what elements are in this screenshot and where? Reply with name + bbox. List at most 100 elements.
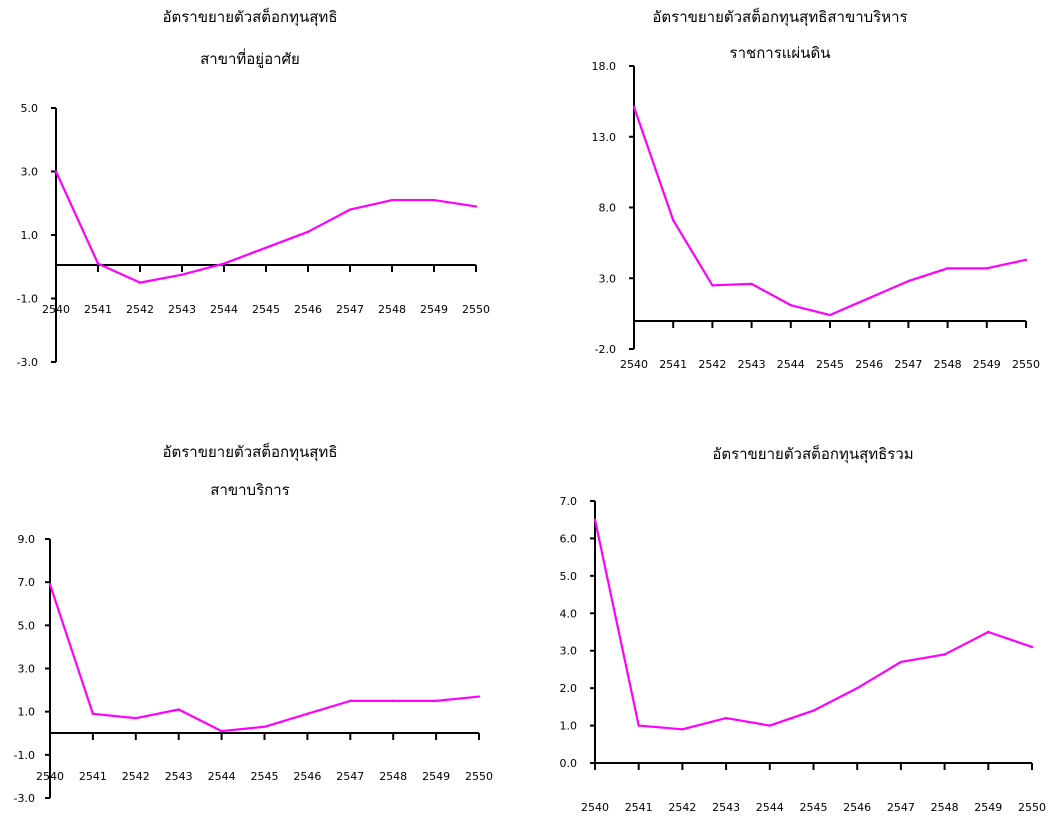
x-tick-label: 2542 bbox=[122, 770, 150, 783]
y-tick-label: 6.0 bbox=[560, 532, 578, 545]
data-point bbox=[134, 716, 137, 720]
chart-1: อัตราขยายตัวสต็อกทุนสุทธิสาขาที่อยู่อาศั… bbox=[17, 7, 490, 369]
y-tick-label: 3.0 bbox=[21, 166, 39, 179]
data-point bbox=[263, 725, 266, 728]
x-tick-label: 2545 bbox=[251, 770, 279, 783]
data-point bbox=[637, 724, 640, 727]
chart-title: ราชการแผ่นดิน bbox=[730, 44, 831, 62]
x-tick-label: 2544 bbox=[210, 303, 238, 316]
x-tick-label: 2543 bbox=[738, 358, 766, 371]
y-tick-label: 7.0 bbox=[18, 576, 36, 589]
x-tick-label: 2550 bbox=[1012, 358, 1040, 371]
data-point bbox=[856, 686, 859, 690]
x-tick-label: 2542 bbox=[126, 303, 154, 316]
x-tick-label: 2548 bbox=[931, 801, 959, 814]
data-point bbox=[1024, 258, 1028, 262]
data-point bbox=[812, 709, 815, 712]
x-tick-label: 2543 bbox=[712, 801, 740, 814]
data-point bbox=[138, 281, 142, 284]
y-tick-label: 3.0 bbox=[18, 663, 36, 676]
chart-3: อัตราขยายตัวสต็อกทุนสุทธิสาขาบริการ 9.0 7.… bbox=[14, 442, 493, 805]
data-point bbox=[985, 267, 988, 270]
y-tick-label: 5.0 bbox=[21, 102, 39, 115]
data-point bbox=[750, 282, 753, 286]
y-tick-label: 1.0 bbox=[560, 720, 578, 733]
series-line bbox=[593, 519, 1033, 731]
data-point bbox=[306, 712, 309, 716]
y-tick-label: 2.0 bbox=[560, 682, 578, 695]
data-point bbox=[868, 296, 871, 300]
data-point bbox=[474, 205, 478, 208]
chart-title: อัตราขยายตัวสต็อกทุนสุทธิ bbox=[163, 7, 338, 27]
x-tick-label: 2543 bbox=[165, 770, 193, 783]
x-tick-label: 2549 bbox=[974, 801, 1002, 814]
data-point bbox=[349, 699, 352, 703]
data-point bbox=[943, 653, 946, 656]
y-tick-label: 4.0 bbox=[560, 607, 578, 620]
x-tick-label: 2549 bbox=[973, 358, 1001, 371]
data-point bbox=[220, 729, 223, 733]
y-tick-label: 5.0 bbox=[18, 619, 36, 632]
data-point bbox=[899, 660, 903, 664]
x-tick-label: 2550 bbox=[462, 303, 490, 316]
x-tick-label: 2549 bbox=[420, 303, 448, 316]
x-tick-label: 2549 bbox=[422, 770, 450, 783]
series-line bbox=[632, 106, 1027, 317]
y-tick-label: 7.0 bbox=[560, 495, 578, 508]
data-point bbox=[768, 724, 771, 727]
x-tick-label: 2547 bbox=[887, 801, 915, 814]
y-tick-label: -2.0 bbox=[595, 343, 616, 356]
y-tick-label: 5.0 bbox=[560, 570, 578, 583]
data-point bbox=[390, 198, 394, 202]
x-tick-label: 2541 bbox=[84, 303, 112, 316]
y-tick-label: -3.0 bbox=[14, 792, 35, 805]
data-point bbox=[632, 105, 636, 109]
x-tick-label: 2546 bbox=[843, 801, 871, 814]
y-tick-label: 1.0 bbox=[21, 229, 39, 242]
x-tick-label: 2547 bbox=[336, 303, 364, 316]
data-point bbox=[477, 695, 481, 698]
y-tick-label: -1.0 bbox=[17, 293, 38, 306]
data-point bbox=[672, 219, 675, 222]
data-point bbox=[828, 313, 832, 317]
x-tick-label: 2548 bbox=[379, 770, 407, 783]
data-point bbox=[681, 728, 684, 731]
data-point bbox=[54, 170, 58, 173]
x-tick-label: 2550 bbox=[465, 770, 493, 783]
data-point bbox=[789, 303, 792, 307]
y-tick-label: 8.0 bbox=[599, 202, 617, 215]
chart-title: อัตราขยายตัวสต็อกทุนสุทธิสาขาบริหาร bbox=[652, 7, 907, 27]
x-tick-label: 2548 bbox=[378, 303, 406, 316]
y-tick-label: 13.0 bbox=[592, 131, 617, 144]
data-point bbox=[593, 518, 597, 521]
data-point bbox=[348, 208, 352, 211]
x-tick-label: 2541 bbox=[659, 358, 687, 371]
data-point bbox=[711, 284, 714, 287]
data-point bbox=[264, 246, 268, 249]
x-tick-label: 2540 bbox=[581, 801, 609, 814]
y-tick-label: -3.0 bbox=[17, 356, 38, 369]
data-point bbox=[946, 267, 949, 270]
series-line bbox=[48, 583, 480, 733]
y-tick-label: 9.0 bbox=[18, 533, 36, 546]
data-point bbox=[222, 262, 226, 265]
data-point bbox=[1030, 645, 1034, 649]
y-tick-label: 3.0 bbox=[560, 645, 578, 658]
x-tick-label: 2544 bbox=[777, 358, 805, 371]
data-point bbox=[96, 262, 100, 265]
x-tick-label: 2544 bbox=[756, 801, 784, 814]
x-tick-label: 2542 bbox=[698, 358, 726, 371]
x-tick-label: 2545 bbox=[816, 358, 844, 371]
data-point bbox=[907, 279, 910, 283]
data-point bbox=[48, 583, 52, 586]
x-tick-label: 2546 bbox=[855, 358, 883, 371]
x-tick-label: 2542 bbox=[668, 801, 696, 814]
x-tick-label: 2550 bbox=[1018, 801, 1046, 814]
data-point bbox=[432, 198, 436, 202]
x-tick-label: 2545 bbox=[252, 303, 280, 316]
x-tick-label: 2546 bbox=[293, 770, 321, 783]
chart-title: อัตราขยายตัวสต็อกทุนสุทธิ bbox=[163, 442, 338, 462]
data-point bbox=[91, 712, 95, 716]
x-tick-label: 2544 bbox=[208, 770, 236, 783]
